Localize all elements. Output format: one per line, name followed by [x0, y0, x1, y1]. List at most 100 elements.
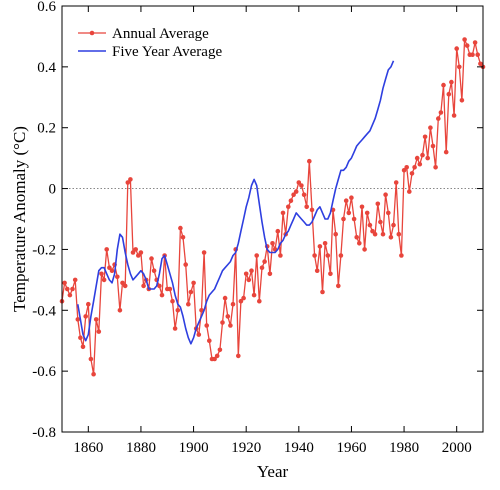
- data-point-annual-average: [325, 253, 331, 258]
- y-tick-label: -0.6: [32, 364, 56, 380]
- data-point-annual-average: [201, 250, 207, 255]
- data-point-annual-average: [370, 228, 375, 234]
- data-point-annual-average: [380, 231, 386, 237]
- y-tick-label: 0: [49, 182, 57, 198]
- data-point-annual-average: [388, 235, 394, 240]
- data-point-annual-average: [454, 46, 460, 51]
- legend: Annual Average Five Year Average: [78, 26, 222, 60]
- data-point-annual-average: [186, 301, 191, 307]
- data-point-annual-average: [472, 40, 478, 45]
- data-point-annual-average: [362, 247, 367, 252]
- data-point-annual-average: [78, 335, 83, 341]
- data-point-annual-average: [151, 268, 157, 274]
- data-point-annual-average: [149, 256, 154, 261]
- data-point-annual-average: [172, 326, 178, 331]
- data-point-annual-average: [396, 231, 402, 237]
- data-point-annual-average: [459, 98, 465, 103]
- data-point-annual-average: [254, 253, 259, 258]
- data-point-annual-average: [393, 180, 399, 185]
- x-tick-label: 1860: [73, 440, 103, 456]
- data-point-annual-average: [238, 298, 244, 304]
- data-point-annual-average: [428, 125, 433, 130]
- data-point-annual-average: [246, 277, 252, 283]
- data-point-annual-average: [430, 143, 436, 149]
- y-tick-label: 0.4: [37, 60, 56, 76]
- data-point-annual-average: [109, 268, 115, 274]
- y-tick-label: -0.8: [32, 425, 56, 441]
- data-point-annual-average: [75, 317, 81, 322]
- data-point-annual-average: [391, 222, 396, 228]
- data-point-annual-average: [412, 165, 417, 170]
- data-point-annual-average: [243, 271, 249, 277]
- data-point-annual-average: [291, 192, 296, 197]
- data-point-annual-average: [83, 314, 88, 319]
- data-point-annual-average: [199, 308, 204, 313]
- data-point-annual-average: [183, 262, 188, 267]
- data-point-annual-average: [346, 210, 352, 216]
- data-point-annual-average: [267, 271, 273, 277]
- data-point-annual-average: [433, 165, 438, 170]
- data-point-annual-average: [99, 271, 104, 277]
- data-point-annual-average: [438, 110, 444, 115]
- x-tick-label: 1960: [336, 440, 366, 456]
- data-point-annual-average: [188, 289, 194, 295]
- data-point-annual-average: [304, 204, 310, 210]
- data-point-annual-average: [343, 198, 349, 203]
- data-point-annual-average: [354, 235, 360, 240]
- x-tick-label: 1900: [179, 440, 209, 456]
- data-point-annual-average: [351, 216, 357, 222]
- data-point-annual-average: [475, 52, 481, 57]
- data-point-annual-average: [296, 180, 302, 185]
- data-point-annual-average: [317, 244, 323, 249]
- data-point-annual-average: [443, 149, 449, 155]
- data-point-annual-average: [62, 280, 67, 286]
- data-point-annual-average: [86, 301, 91, 307]
- data-point-annual-average: [220, 320, 225, 325]
- data-point-annual-average: [214, 353, 220, 359]
- data-point-annual-average: [141, 283, 146, 289]
- data-point-annual-average: [293, 189, 299, 194]
- data-point-annual-average: [301, 192, 307, 197]
- data-point-annual-average: [286, 204, 291, 210]
- data-point-annual-average: [425, 155, 431, 161]
- data-point-annual-average: [222, 295, 228, 301]
- plot-frame: [61, 5, 484, 433]
- data-point-annual-average: [120, 280, 125, 286]
- data-point-annual-average: [401, 168, 407, 173]
- data-point-annual-average: [372, 231, 378, 237]
- data-point-annual-average: [436, 116, 441, 121]
- data-point-annual-average: [249, 268, 254, 274]
- data-point-annual-average: [178, 225, 183, 231]
- data-point-annual-average: [457, 64, 462, 70]
- data-point-annual-average: [91, 371, 96, 377]
- data-point-annual-average: [414, 155, 420, 161]
- data-point-annual-average: [217, 347, 223, 353]
- data-point-annual-average: [364, 210, 370, 216]
- data-point-annual-average: [88, 356, 94, 362]
- y-tick-label: 0.2: [37, 121, 56, 137]
- data-point-annual-average: [175, 308, 181, 313]
- legend-label-five-year-average: Five Year Average: [112, 44, 222, 60]
- data-point-annual-average: [338, 253, 344, 258]
- data-point-annual-average: [72, 277, 78, 283]
- data-point-annual-average: [262, 259, 267, 264]
- data-point-annual-average: [446, 91, 452, 97]
- y-tick-label: -0.2: [32, 242, 56, 258]
- data-point-annual-average: [420, 152, 425, 158]
- data-point-annual-average: [122, 283, 128, 289]
- data-point-annual-average: [236, 353, 241, 359]
- x-axis-title: Year: [257, 462, 289, 481]
- x-tick-label: 1880: [126, 440, 156, 456]
- data-point-annual-average: [441, 82, 446, 88]
- data-point-annual-average: [180, 235, 186, 240]
- data-point-annual-average: [322, 241, 328, 246]
- x-tick-label: 1920: [231, 440, 261, 456]
- data-point-annual-average: [312, 253, 317, 258]
- data-point-annual-average: [307, 158, 312, 164]
- data-point-annual-average: [309, 207, 315, 213]
- data-point-annual-average: [159, 292, 165, 298]
- data-point-annual-average: [101, 277, 107, 283]
- data-point-annual-average: [259, 265, 265, 271]
- data-point-annual-average: [80, 344, 86, 350]
